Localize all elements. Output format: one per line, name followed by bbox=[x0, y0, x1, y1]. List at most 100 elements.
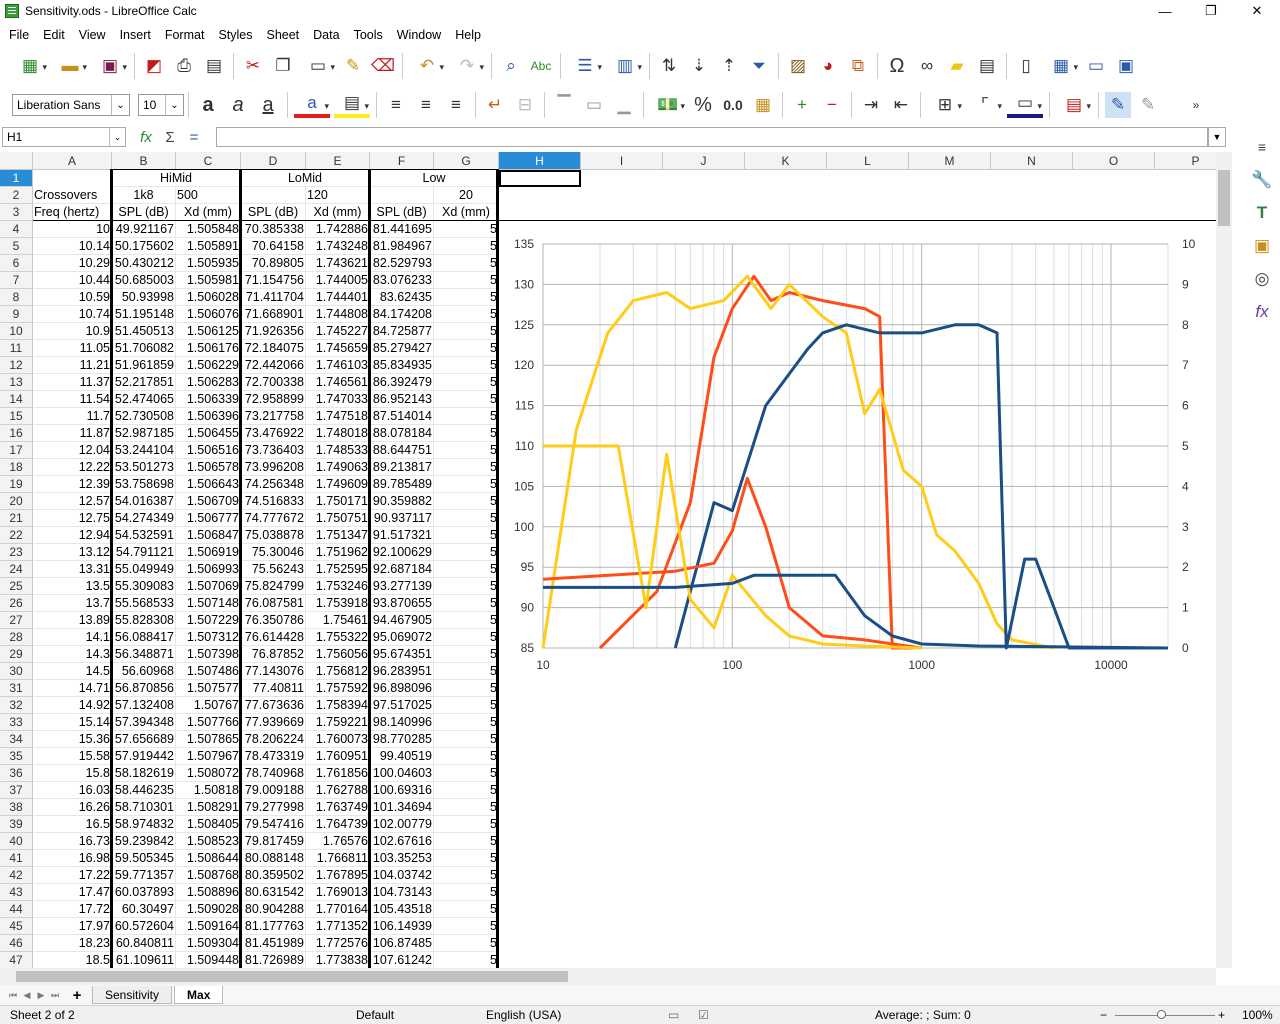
table-cell[interactable]: 13.89 bbox=[33, 612, 112, 629]
column-header-c[interactable]: C bbox=[176, 152, 241, 170]
table-cell[interactable]: 16.5 bbox=[33, 816, 112, 833]
table-cell[interactable]: 1.769013 bbox=[306, 884, 370, 901]
table-cell[interactable]: 54.791121 bbox=[112, 544, 176, 561]
row-header[interactable]: 6 bbox=[0, 255, 33, 272]
menu-window[interactable]: Window bbox=[396, 28, 442, 42]
table-cell[interactable]: 50.430212 bbox=[112, 255, 176, 272]
table-cell[interactable]: 16.26 bbox=[33, 799, 112, 816]
table-cell[interactable]: 92.687184 bbox=[370, 561, 434, 578]
row-header[interactable]: 41 bbox=[0, 850, 33, 867]
table-cell[interactable]: 1.76576 bbox=[306, 833, 370, 850]
column-header-g[interactable]: G bbox=[434, 152, 499, 170]
table-cell[interactable]: 73.476922 bbox=[241, 425, 306, 442]
table-cell[interactable]: 51.195148 bbox=[112, 306, 176, 323]
table-cell[interactable]: 74.777672 bbox=[241, 510, 306, 527]
row-header[interactable]: 34 bbox=[0, 731, 33, 748]
row-header[interactable]: 24 bbox=[0, 561, 33, 578]
table-cell[interactable]: 81.441695 bbox=[370, 221, 434, 238]
table-cell[interactable]: 1.760951 bbox=[306, 748, 370, 765]
table-cell[interactable]: 104.73143 bbox=[370, 884, 434, 901]
sort-icon[interactable]: ⇅ bbox=[661, 56, 677, 75]
table-cell[interactable]: 11.54 bbox=[33, 391, 112, 408]
comment-icon[interactable]: ▰ bbox=[950, 56, 964, 75]
font-color-icon[interactable]: a bbox=[294, 92, 330, 118]
table-cell[interactable]: 51.706082 bbox=[112, 340, 176, 357]
table-cell[interactable]: 1.763749 bbox=[306, 799, 370, 816]
table-cell[interactable]: 60.037893 bbox=[112, 884, 176, 901]
menu-data[interactable]: Data bbox=[313, 28, 340, 42]
merged-header-lomid[interactable]: LoMid bbox=[241, 170, 370, 187]
align-left-icon[interactable]: ≡ bbox=[391, 95, 401, 114]
table-cell[interactable]: 84.174208 bbox=[370, 306, 434, 323]
row-header[interactable]: 32 bbox=[0, 697, 33, 714]
column-header-e[interactable]: E bbox=[306, 152, 370, 170]
table-cell[interactable]: 11.37 bbox=[33, 374, 112, 391]
table-cell[interactable]: 106.14939 bbox=[370, 918, 434, 935]
table-cell[interactable]: 1.506125 bbox=[176, 323, 241, 340]
align-right-icon[interactable]: ≡ bbox=[451, 95, 461, 114]
table-cell[interactable]: 91.517321 bbox=[370, 527, 434, 544]
table-cell[interactable]: 1.509304 bbox=[176, 935, 241, 952]
table-cell[interactable]: 1.760073 bbox=[306, 731, 370, 748]
menu-file[interactable]: File bbox=[9, 28, 30, 42]
print-preview-icon[interactable]: ▤ bbox=[205, 56, 223, 75]
table-cell[interactable]: 1.506339 bbox=[176, 391, 241, 408]
table-cell[interactable]: 1.771352 bbox=[306, 918, 370, 935]
table-cell[interactable]: 1.753246 bbox=[306, 578, 370, 595]
table-cell[interactable]: 10.9 bbox=[33, 323, 112, 340]
menu-format[interactable]: Format bbox=[164, 28, 205, 42]
table-cell[interactable]: 5 bbox=[434, 425, 499, 442]
table-cell[interactable]: 57.394348 bbox=[112, 714, 176, 731]
chevron-down-icon[interactable]: ⌄ bbox=[165, 95, 183, 115]
table-cell[interactable]: 79.277998 bbox=[241, 799, 306, 816]
table-cell[interactable]: 1.773838 bbox=[306, 952, 370, 968]
table-cell[interactable]: 1.505981 bbox=[176, 272, 241, 289]
table-cell[interactable]: 1.506847 bbox=[176, 527, 241, 544]
table-cell[interactable]: 1.507398 bbox=[176, 646, 241, 663]
zoom-in-icon[interactable]: + bbox=[1218, 1008, 1226, 1022]
table-cell[interactable]: 1.762788 bbox=[306, 782, 370, 799]
table-cell[interactable]: 12.57 bbox=[33, 493, 112, 510]
table-cell[interactable]: 86.952143 bbox=[370, 391, 434, 408]
sidebar-menu-icon[interactable]: ≡ bbox=[1257, 138, 1267, 155]
functions-icon[interactable]: fx bbox=[1255, 301, 1269, 321]
spreadsheet-grid[interactable]: A B C D E F G H I J K L M N O P 1 2 3 HiMid LoMid Low Crossove… bbox=[0, 152, 1216, 968]
table-cell[interactable]: 1.506028 bbox=[176, 289, 241, 306]
table-cell[interactable]: 5 bbox=[434, 544, 499, 561]
table-cell[interactable]: 12.04 bbox=[33, 442, 112, 459]
row-header[interactable]: 44 bbox=[0, 901, 33, 918]
column-title-cell[interactable]: Xd (mm) bbox=[176, 204, 241, 221]
table-cell[interactable]: 5 bbox=[434, 408, 499, 425]
table-cell[interactable]: 57.132408 bbox=[112, 697, 176, 714]
function-wizard-icon[interactable]: fx bbox=[140, 128, 152, 146]
row-header[interactable]: 17 bbox=[0, 442, 33, 459]
table-cell[interactable]: 50.93998 bbox=[112, 289, 176, 306]
table-cell[interactable]: 71.411704 bbox=[241, 289, 306, 306]
row-header[interactable]: 40 bbox=[0, 833, 33, 850]
table-cell[interactable]: 1.505891 bbox=[176, 238, 241, 255]
table-cell[interactable]: 5 bbox=[434, 629, 499, 646]
row-header[interactable]: 12 bbox=[0, 357, 33, 374]
table-cell[interactable]: 5 bbox=[434, 935, 499, 952]
table-cell[interactable]: 1.507967 bbox=[176, 748, 241, 765]
table-cell[interactable]: 89.785489 bbox=[370, 476, 434, 493]
row-header[interactable]: 21 bbox=[0, 510, 33, 527]
table-cell[interactable]: 1.753918 bbox=[306, 595, 370, 612]
table-cell[interactable]: 98.140996 bbox=[370, 714, 434, 731]
column-header-j[interactable]: J bbox=[663, 152, 745, 170]
conditional-format-icon[interactable]: ▤ bbox=[1056, 92, 1092, 118]
table-cell[interactable]: 1.766811 bbox=[306, 850, 370, 867]
row-header[interactable]: 14 bbox=[0, 391, 33, 408]
table-cell[interactable]: 1.758394 bbox=[306, 697, 370, 714]
table-cell[interactable]: 78.206224 bbox=[241, 731, 306, 748]
row-header[interactable]: 47 bbox=[0, 952, 33, 968]
minimize-button[interactable]: — bbox=[1158, 3, 1172, 19]
table-cell[interactable]: 94.467905 bbox=[370, 612, 434, 629]
table-cell[interactable]: 1.742886 bbox=[306, 221, 370, 238]
cell-crossovers-label[interactable]: Crossovers bbox=[33, 187, 112, 204]
table-cell[interactable]: 102.67616 bbox=[370, 833, 434, 850]
row-header[interactable]: 37 bbox=[0, 782, 33, 799]
table-cell[interactable]: 1.757592 bbox=[306, 680, 370, 697]
table-cell[interactable]: 15.14 bbox=[33, 714, 112, 731]
prev-sheet-icon[interactable]: ◀ bbox=[23, 989, 31, 1000]
